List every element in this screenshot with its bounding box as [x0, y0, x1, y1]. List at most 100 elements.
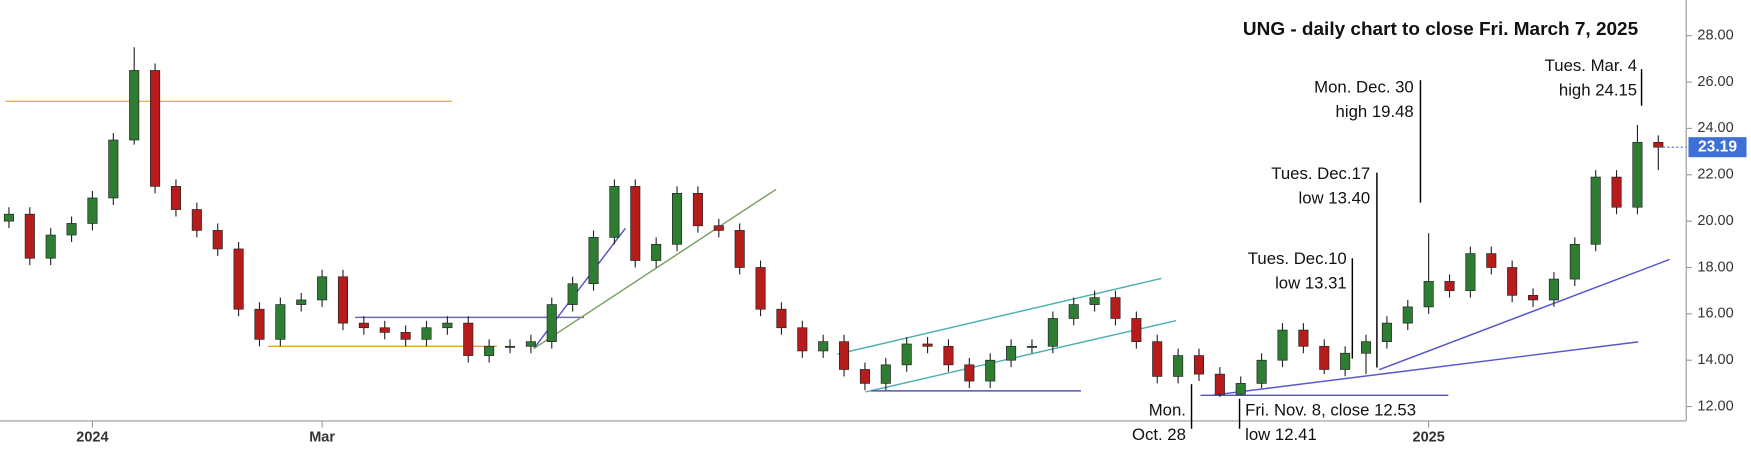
candle-body	[1569, 243, 1580, 280]
x-tick-label: 2024	[76, 429, 108, 445]
candle-body	[233, 248, 244, 310]
x-tick-label: 2025	[1413, 429, 1445, 445]
candle-body	[630, 186, 641, 261]
candle-body	[317, 276, 328, 301]
candle-body	[1402, 306, 1413, 324]
candle-body	[901, 343, 912, 366]
candle-body	[379, 327, 390, 333]
annotation: low 13.40	[1299, 189, 1371, 208]
candle-body	[588, 237, 599, 285]
annotation: Tues. Dec.17	[1271, 164, 1370, 183]
candle-body	[546, 304, 557, 342]
annotation: Mon. Dec. 30	[1314, 77, 1414, 96]
candle-body	[1340, 352, 1351, 370]
y-tick-label: 24.00	[1697, 120, 1733, 136]
annotation: Oct. 28	[1132, 425, 1186, 444]
candle-body	[1548, 278, 1559, 301]
annotation: Tues. Dec.10	[1248, 249, 1347, 268]
annotation: high 24.15	[1559, 81, 1637, 100]
annotation: high 19.48	[1336, 102, 1414, 121]
candle-body	[1423, 281, 1434, 308]
candle-body	[880, 364, 891, 384]
candle-body	[1632, 141, 1643, 208]
candle-body	[1006, 345, 1017, 361]
candle-body	[1444, 281, 1455, 292]
candle-body	[1653, 141, 1664, 148]
trend-line	[1211, 341, 1639, 397]
y-tick-label: 12.00	[1697, 398, 1733, 414]
annotation: low 12.41	[1245, 425, 1317, 444]
candle-body	[191, 209, 202, 231]
candle-body	[1319, 345, 1330, 370]
candle-body	[651, 243, 662, 261]
candle-body	[1298, 329, 1309, 347]
channel-line	[837, 277, 1162, 355]
candle-body	[755, 267, 766, 310]
candle-body	[1590, 176, 1601, 245]
candle-body	[1528, 294, 1539, 301]
candle-body	[129, 70, 140, 141]
candle-body	[1465, 253, 1476, 292]
candle-body	[1131, 318, 1142, 342]
candle-body	[484, 345, 495, 356]
candle-body	[337, 276, 349, 324]
candle-body	[1214, 373, 1225, 395]
candle-body	[1611, 176, 1622, 208]
candle-body	[797, 327, 808, 352]
candle-body	[1277, 329, 1288, 361]
candle-body	[713, 225, 724, 231]
candle-body	[150, 70, 161, 187]
y-tick-label: 22.00	[1697, 167, 1733, 183]
candle-body	[922, 343, 933, 347]
candle-body	[525, 341, 536, 347]
x-tick-label: Mar	[309, 429, 335, 445]
candle-body	[1089, 297, 1100, 305]
candle-body	[1507, 267, 1518, 296]
candle-body	[108, 139, 119, 199]
candle-body	[859, 369, 870, 384]
candle-body	[1256, 359, 1267, 384]
candle-body	[421, 327, 432, 340]
candle-body	[358, 322, 369, 329]
annotation: Fri. Nov. 8, close 12.53	[1245, 400, 1416, 419]
candle-body	[609, 186, 620, 238]
y-tick-label: 20.00	[1697, 213, 1733, 229]
candle-body	[964, 364, 975, 382]
y-tick-label: 26.00	[1697, 74, 1733, 90]
candle-body	[1235, 383, 1246, 395]
candle-body	[985, 359, 996, 382]
candle-body	[1152, 341, 1163, 377]
annotation: low 13.31	[1275, 273, 1347, 292]
candle-body	[1026, 345, 1037, 348]
y-tick-label: 18.00	[1697, 259, 1733, 275]
trend-line	[533, 188, 777, 350]
candle-body	[943, 345, 954, 366]
candle-body	[1486, 253, 1497, 268]
last-price-label: 23.19	[1698, 138, 1737, 155]
candle-body	[1173, 355, 1184, 377]
candle-body	[1110, 297, 1121, 319]
trend-line	[1378, 258, 1670, 371]
candle-body	[776, 308, 787, 329]
candle-body	[296, 299, 307, 305]
candle-body	[818, 341, 829, 352]
candle-body	[170, 186, 181, 210]
candle-body	[66, 223, 77, 236]
candle-body	[400, 332, 411, 340]
candle-body	[1381, 322, 1392, 342]
candle-body	[87, 197, 98, 224]
candle-body	[463, 322, 474, 356]
annotation: Mon.	[1149, 400, 1186, 419]
candle-body	[672, 192, 683, 245]
annotation: Tues. Mar. 4	[1545, 56, 1637, 75]
candle-body	[1193, 355, 1205, 375]
candle-body	[442, 322, 453, 329]
candle-body	[1068, 304, 1079, 319]
y-tick-label: 16.00	[1697, 306, 1733, 322]
candle-body	[839, 341, 850, 370]
y-tick-label: 14.00	[1697, 352, 1733, 368]
candle-body	[275, 304, 286, 340]
chart-title: UNG - daily chart to close Fri. March 7,…	[1243, 19, 1638, 40]
candle-body	[692, 192, 703, 227]
